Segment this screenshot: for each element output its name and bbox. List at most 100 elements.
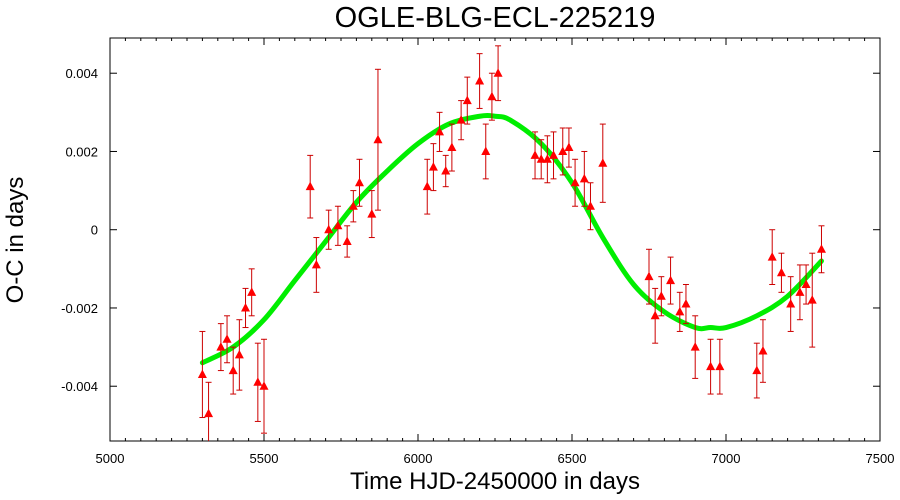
data-point <box>795 264 805 321</box>
data-point <box>786 276 796 332</box>
point-marker <box>776 267 786 277</box>
point-marker <box>786 299 796 308</box>
point-marker <box>456 115 466 124</box>
data-point <box>690 315 700 379</box>
point-marker <box>681 299 691 308</box>
point-marker <box>222 334 232 343</box>
data-point <box>241 287 251 329</box>
data-point <box>475 53 485 109</box>
point-marker <box>585 201 595 210</box>
point-marker <box>666 275 676 285</box>
axis-ticks: 5000 5500 6000 6500 7000 7500 -0.004 -0.002 0 0.0… <box>61 38 894 466</box>
data-point <box>348 190 358 223</box>
point-marker <box>767 252 777 261</box>
point-marker <box>752 365 762 375</box>
data-point <box>324 209 334 250</box>
data-point <box>228 346 238 395</box>
point-marker <box>542 154 552 163</box>
point-marker <box>253 377 263 386</box>
point-marker <box>549 150 559 159</box>
data-point <box>422 158 432 215</box>
point-marker <box>204 408 214 418</box>
point-marker <box>342 236 352 245</box>
point-marker <box>530 150 540 159</box>
x-tick-label: 7000 <box>712 451 741 466</box>
data-point <box>558 127 568 176</box>
point-marker <box>373 134 383 144</box>
data-point <box>253 342 263 422</box>
data-point <box>807 252 817 348</box>
data-point <box>579 150 589 207</box>
data-point <box>585 182 595 231</box>
x-tick-label: 5000 <box>96 451 125 466</box>
point-marker <box>462 95 472 105</box>
data-point <box>216 323 226 372</box>
data-point <box>530 131 540 180</box>
data-point <box>456 100 466 141</box>
point-marker <box>234 349 244 359</box>
data-point <box>675 291 685 332</box>
data-point <box>598 123 608 203</box>
point-marker <box>493 68 503 77</box>
data-point <box>311 237 321 293</box>
data-point <box>204 381 214 441</box>
y-tick-label: 0 <box>91 223 98 238</box>
data-point <box>644 248 654 305</box>
point-marker <box>367 209 377 218</box>
data-point <box>650 287 660 344</box>
point-marker <box>447 142 457 152</box>
data-point <box>493 45 503 102</box>
point-marker <box>305 181 315 191</box>
data-point <box>549 131 559 180</box>
point-marker <box>333 220 343 230</box>
point-marker <box>807 295 817 304</box>
point-marker <box>598 158 608 167</box>
point-marker <box>816 244 826 253</box>
point-marker <box>228 365 238 375</box>
point-marker <box>247 287 257 296</box>
point-marker <box>715 361 725 371</box>
data-point <box>715 338 725 395</box>
data-point <box>542 135 552 184</box>
data-point <box>354 158 364 207</box>
data-point <box>816 225 826 274</box>
point-marker <box>475 76 485 85</box>
data-point <box>222 315 232 364</box>
point-marker <box>558 146 568 155</box>
point-marker <box>311 259 321 269</box>
data-point <box>767 229 777 285</box>
data-point <box>367 190 377 239</box>
data-point <box>333 205 343 246</box>
point-marker <box>197 369 207 378</box>
data-point <box>447 123 457 172</box>
fit-curve <box>199 113 824 366</box>
x-axis-label: Time HJD-2450000 in days <box>350 468 640 495</box>
point-marker <box>650 310 660 320</box>
point-marker <box>536 154 546 163</box>
data-point <box>247 268 257 317</box>
data-points-layer <box>197 45 826 441</box>
y-tick-label: 0.004 <box>65 66 98 81</box>
y-tick-label: -0.004 <box>61 379 98 394</box>
data-point <box>342 225 352 258</box>
point-marker <box>690 342 700 351</box>
data-point <box>656 276 666 317</box>
data-point <box>259 338 269 434</box>
point-marker <box>644 271 654 281</box>
data-point <box>752 342 762 399</box>
data-point <box>462 76 472 125</box>
data-point <box>373 68 383 211</box>
point-marker <box>354 177 364 187</box>
point-marker <box>564 142 574 152</box>
y-tick-label: -0.002 <box>61 301 98 316</box>
x-tick-label: 7500 <box>866 451 895 466</box>
data-point <box>441 154 451 188</box>
data-point <box>564 127 574 168</box>
point-marker <box>656 291 666 300</box>
chart-title: OGLE-BLG-ECL-225219 <box>334 2 656 34</box>
data-point <box>487 72 497 121</box>
x-tick-label: 5500 <box>250 451 279 466</box>
point-marker <box>758 346 768 355</box>
data-point <box>758 319 768 383</box>
